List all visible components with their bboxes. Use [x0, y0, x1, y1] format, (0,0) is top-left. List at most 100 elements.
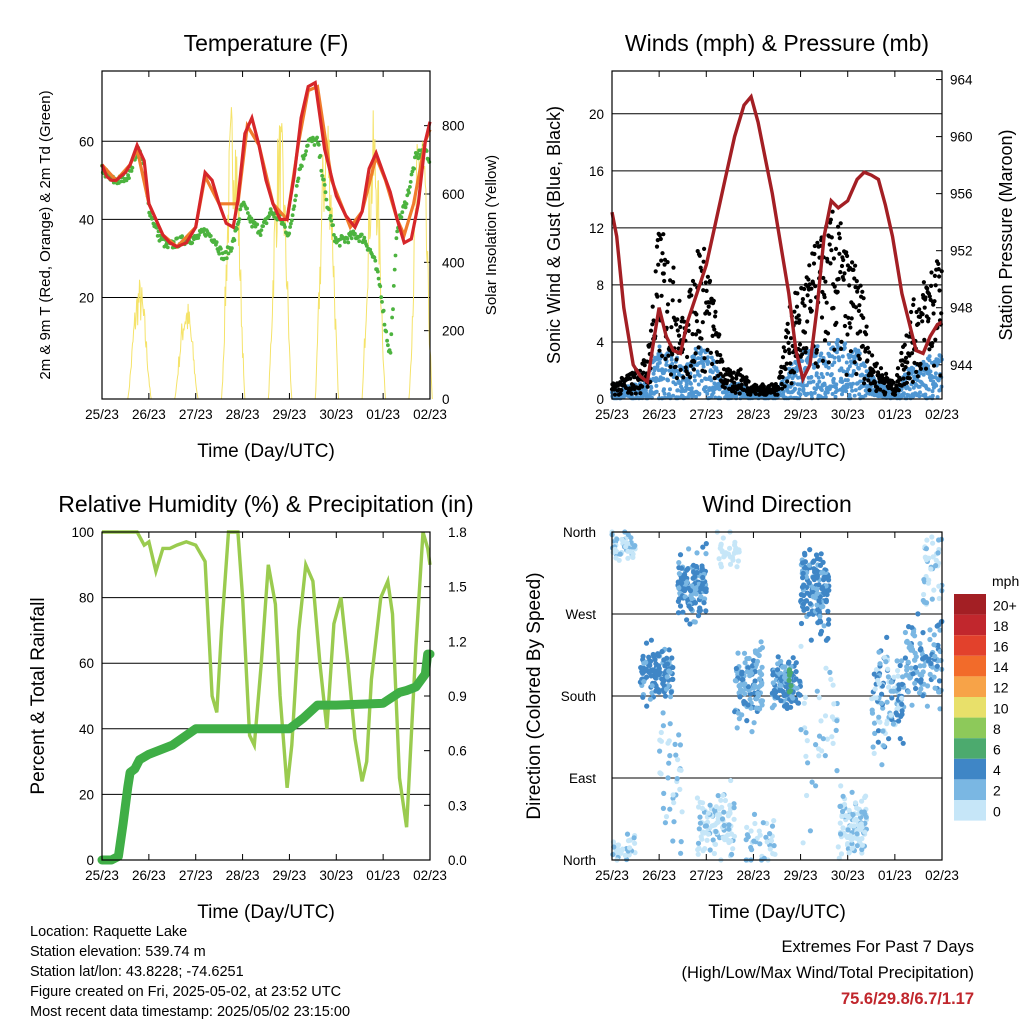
wind-gust-point [822, 295, 827, 300]
wind-gust-point [931, 363, 937, 368]
wind-gust-point [661, 232, 666, 237]
direction-point [807, 547, 813, 553]
direction-point [935, 642, 941, 649]
direction-point [786, 677, 792, 684]
wind-speed-point [849, 384, 854, 389]
dewpoint-point [346, 240, 351, 245]
wind-gust-point [814, 348, 820, 353]
wind-gust-point [824, 300, 829, 305]
wind-gust-point [791, 370, 797, 375]
wind-gust-point [901, 376, 906, 381]
dewpoint-point [298, 166, 303, 171]
direction-point [899, 701, 905, 707]
wind-gust-point [694, 312, 699, 317]
direction-point [859, 836, 865, 842]
direction-point [784, 702, 790, 708]
dewpoint-point [305, 143, 310, 148]
direction-point [667, 753, 673, 759]
direction-point [695, 851, 701, 857]
direction-point [834, 768, 840, 774]
wind-gust-point [785, 321, 790, 326]
direction-point [854, 843, 860, 849]
wind-gust-point [744, 375, 749, 380]
dewpoint-point [362, 235, 367, 240]
wind-speed-point [661, 376, 666, 381]
legend-label: 18 [993, 618, 1009, 634]
direction-point [902, 629, 909, 636]
direction-point [851, 817, 858, 823]
direction-point [921, 663, 927, 669]
direction-point [725, 813, 732, 819]
wind-gust-point [903, 365, 908, 370]
wind-gust-point [678, 367, 683, 372]
wind-gust-point [746, 379, 751, 384]
direction-point [686, 603, 692, 609]
direction-point [735, 558, 742, 564]
wind-gust-point [668, 372, 674, 377]
wind-gust-point [878, 387, 883, 392]
direction-point [647, 696, 654, 702]
direction-point [933, 557, 939, 563]
rh-ytick-label: 40 [79, 722, 94, 737]
direction-point [937, 706, 943, 712]
direction-point [800, 575, 806, 581]
wind-gust-point [692, 282, 697, 287]
wind-gust-point [786, 340, 791, 345]
direction-point [795, 700, 802, 706]
direction-point [890, 688, 897, 694]
direction-point [726, 822, 732, 828]
winds-ytick-right-label: 960 [950, 130, 973, 145]
direction-point [782, 691, 788, 698]
dewpoint-point [408, 185, 412, 189]
direction-point [677, 742, 684, 748]
direction-point [703, 823, 710, 829]
direction-point [666, 760, 672, 766]
dewpoint-point [294, 184, 299, 188]
direction-point [679, 580, 685, 586]
wind-gust-point [784, 361, 789, 366]
direction-point [838, 851, 845, 857]
dewpoint-point [237, 217, 242, 222]
rh-ytick-right-label: 0.3 [448, 798, 467, 813]
dewpoint-point [196, 236, 201, 240]
wind-gust-point [871, 369, 876, 374]
direction-point [880, 705, 886, 711]
direction-point [822, 713, 829, 719]
wind-gust-point [847, 321, 852, 326]
dewpoint-point [353, 231, 357, 236]
direction-point [682, 571, 688, 578]
wind-gust-point [778, 369, 784, 374]
direction-point [820, 559, 826, 566]
wind-gust-point [681, 375, 686, 380]
direction-point [838, 783, 844, 789]
wind-gust-point [779, 381, 784, 387]
direction-point [612, 546, 618, 552]
direction-point [732, 678, 739, 684]
direction-point [818, 631, 824, 637]
dewpoint-point [246, 211, 250, 215]
wind-gust-point [926, 316, 931, 321]
dewpoint-point [232, 238, 237, 243]
wind-speed-point [923, 392, 928, 397]
wind-gust-point [670, 298, 675, 303]
wind-gust-point [677, 298, 682, 303]
dewpoint-point [337, 243, 342, 248]
direction-point [875, 677, 881, 683]
direction-point [798, 620, 805, 627]
dewpoint-point [394, 236, 399, 241]
direction-point [814, 602, 820, 608]
wind-gust-point [730, 376, 735, 381]
direction-point [801, 700, 807, 706]
temperature-ytick-right-label: 600 [442, 187, 465, 202]
wind-speed-point [852, 393, 857, 398]
wind-gust-point [691, 367, 697, 372]
wind-speed-point [842, 345, 847, 350]
direction-point [798, 727, 804, 733]
direction-point [926, 656, 933, 662]
direction-point [899, 711, 905, 718]
direction-point [918, 646, 924, 652]
wind-speed-point [840, 354, 845, 359]
direction-point [660, 723, 667, 729]
direction-point [677, 552, 684, 558]
direction-point [739, 669, 745, 675]
